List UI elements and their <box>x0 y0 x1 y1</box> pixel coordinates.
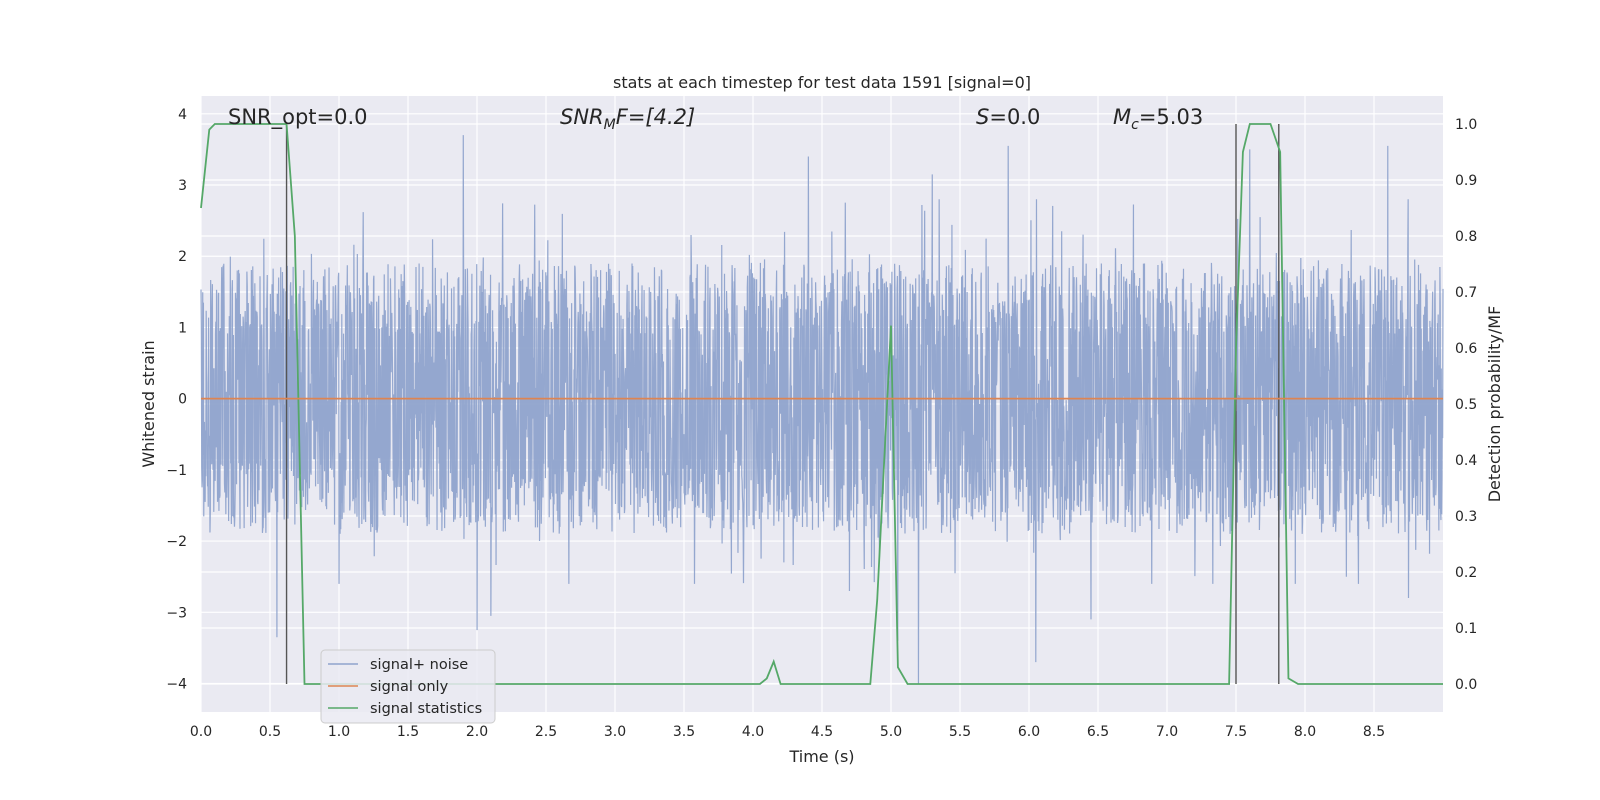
x-tick-label: 1.0 <box>328 724 350 740</box>
legend: signal+ noise signal only signal statist… <box>320 649 496 724</box>
x-tick-label: 8.0 <box>1294 724 1316 740</box>
vertical-markers <box>285 124 1280 684</box>
y-tick-label: 4 <box>178 107 187 123</box>
x-tick-label: 2.5 <box>535 724 557 740</box>
y-right-tick-label: 0.0 <box>1455 677 1477 693</box>
y-tick-label: 0 <box>178 392 187 408</box>
y-right-tick-label: 0.3 <box>1455 509 1477 525</box>
legend-label-signal-noise: signal+ noise <box>370 657 468 673</box>
x-axis-label: Time (s) <box>788 747 854 766</box>
x-tick-label: 2.0 <box>466 724 488 740</box>
y-axis-label: Whitened strain <box>139 340 158 467</box>
y-right-tick-label: 0.1 <box>1455 621 1477 637</box>
x-tick-label: 6.0 <box>1018 724 1040 740</box>
y-right-tick-labels: 0.0 0.1 0.2 0.3 0.4 0.5 0.6 0.7 0.8 0.9 1.0 <box>1455 117 1477 693</box>
annotation-mc-sub: c <box>1131 117 1139 133</box>
chart-title: stats at each timestep for test data 159… <box>613 73 1031 92</box>
x-tick-label: 3.5 <box>673 724 695 740</box>
legend-label-signal-statistics: signal statistics <box>370 701 482 717</box>
x-tick-label: 7.0 <box>1156 724 1178 740</box>
annotation-snr-mf: SNRMF=[4.2] <box>560 105 695 133</box>
y-right-tick-label: 0.9 <box>1455 173 1477 189</box>
y-tick-labels: −4 −3 −2 −1 0 1 2 3 4 <box>166 107 187 693</box>
annotation-snr-opt: SNR_opt=0.0 <box>228 105 368 130</box>
y-right-axis-label: Detection probability/MF <box>1485 306 1504 503</box>
y-tick-label: 3 <box>178 178 187 194</box>
x-tick-label: 0.5 <box>259 724 281 740</box>
x-tick-label: 4.0 <box>742 724 764 740</box>
annotation-mc-rest: =5.03 <box>1139 105 1203 129</box>
annotation-snr-mf-base: SNR <box>560 105 604 129</box>
x-tick-label: 7.5 <box>1225 724 1247 740</box>
x-tick-label: 3.0 <box>604 724 626 740</box>
y-right-tick-label: 1.0 <box>1455 117 1477 133</box>
x-tick-label: 5.0 <box>880 724 902 740</box>
y-tick-label: −3 <box>166 605 187 621</box>
annotation-s: S=0.0 <box>976 105 1040 129</box>
annotation-snr-mf-sub: M <box>604 117 616 133</box>
y-tick-label: 1 <box>178 320 187 336</box>
annotation-snr-mf-rest: F=[4.2] <box>616 105 695 129</box>
annotation-s-rest: =0.0 <box>989 105 1040 129</box>
x-tick-label: 4.5 <box>811 724 833 740</box>
y-tick-label: −4 <box>166 677 187 693</box>
legend-label-signal-only: signal only <box>370 679 449 695</box>
x-tick-label: 0.0 <box>190 724 212 740</box>
y-right-tick-label: 0.2 <box>1455 565 1477 581</box>
signal-statistics-line <box>200 123 1443 685</box>
annotation-mc: Mc=5.03 <box>1113 105 1203 133</box>
x-tick-label: 6.5 <box>1087 724 1109 740</box>
y-right-tick-label: 0.6 <box>1455 341 1477 357</box>
annotation-mc-base: M <box>1113 105 1131 129</box>
annotation-s-italic: S <box>976 105 989 129</box>
x-tick-label: 1.5 <box>397 724 419 740</box>
y-tick-label: −1 <box>166 463 187 479</box>
x-tick-label: 8.5 <box>1363 724 1385 740</box>
series-signal-statistics <box>200 123 1443 685</box>
y-right-tick-label: 0.7 <box>1455 285 1477 301</box>
y-right-tick-label: 0.4 <box>1455 453 1477 469</box>
x-tick-label: 5.5 <box>949 724 971 740</box>
y-right-tick-label: 0.8 <box>1455 229 1477 245</box>
y-tick-label: 2 <box>178 249 187 265</box>
legend-box <box>320 649 496 724</box>
x-tick-labels: 0.0 0.5 1.0 1.5 2.0 2.5 3.0 3.5 4.0 4.5 5.0 5.5 6.0 6… <box>190 724 1385 740</box>
y-right-tick-label: 0.5 <box>1455 397 1477 413</box>
y-tick-label: −2 <box>166 534 187 550</box>
